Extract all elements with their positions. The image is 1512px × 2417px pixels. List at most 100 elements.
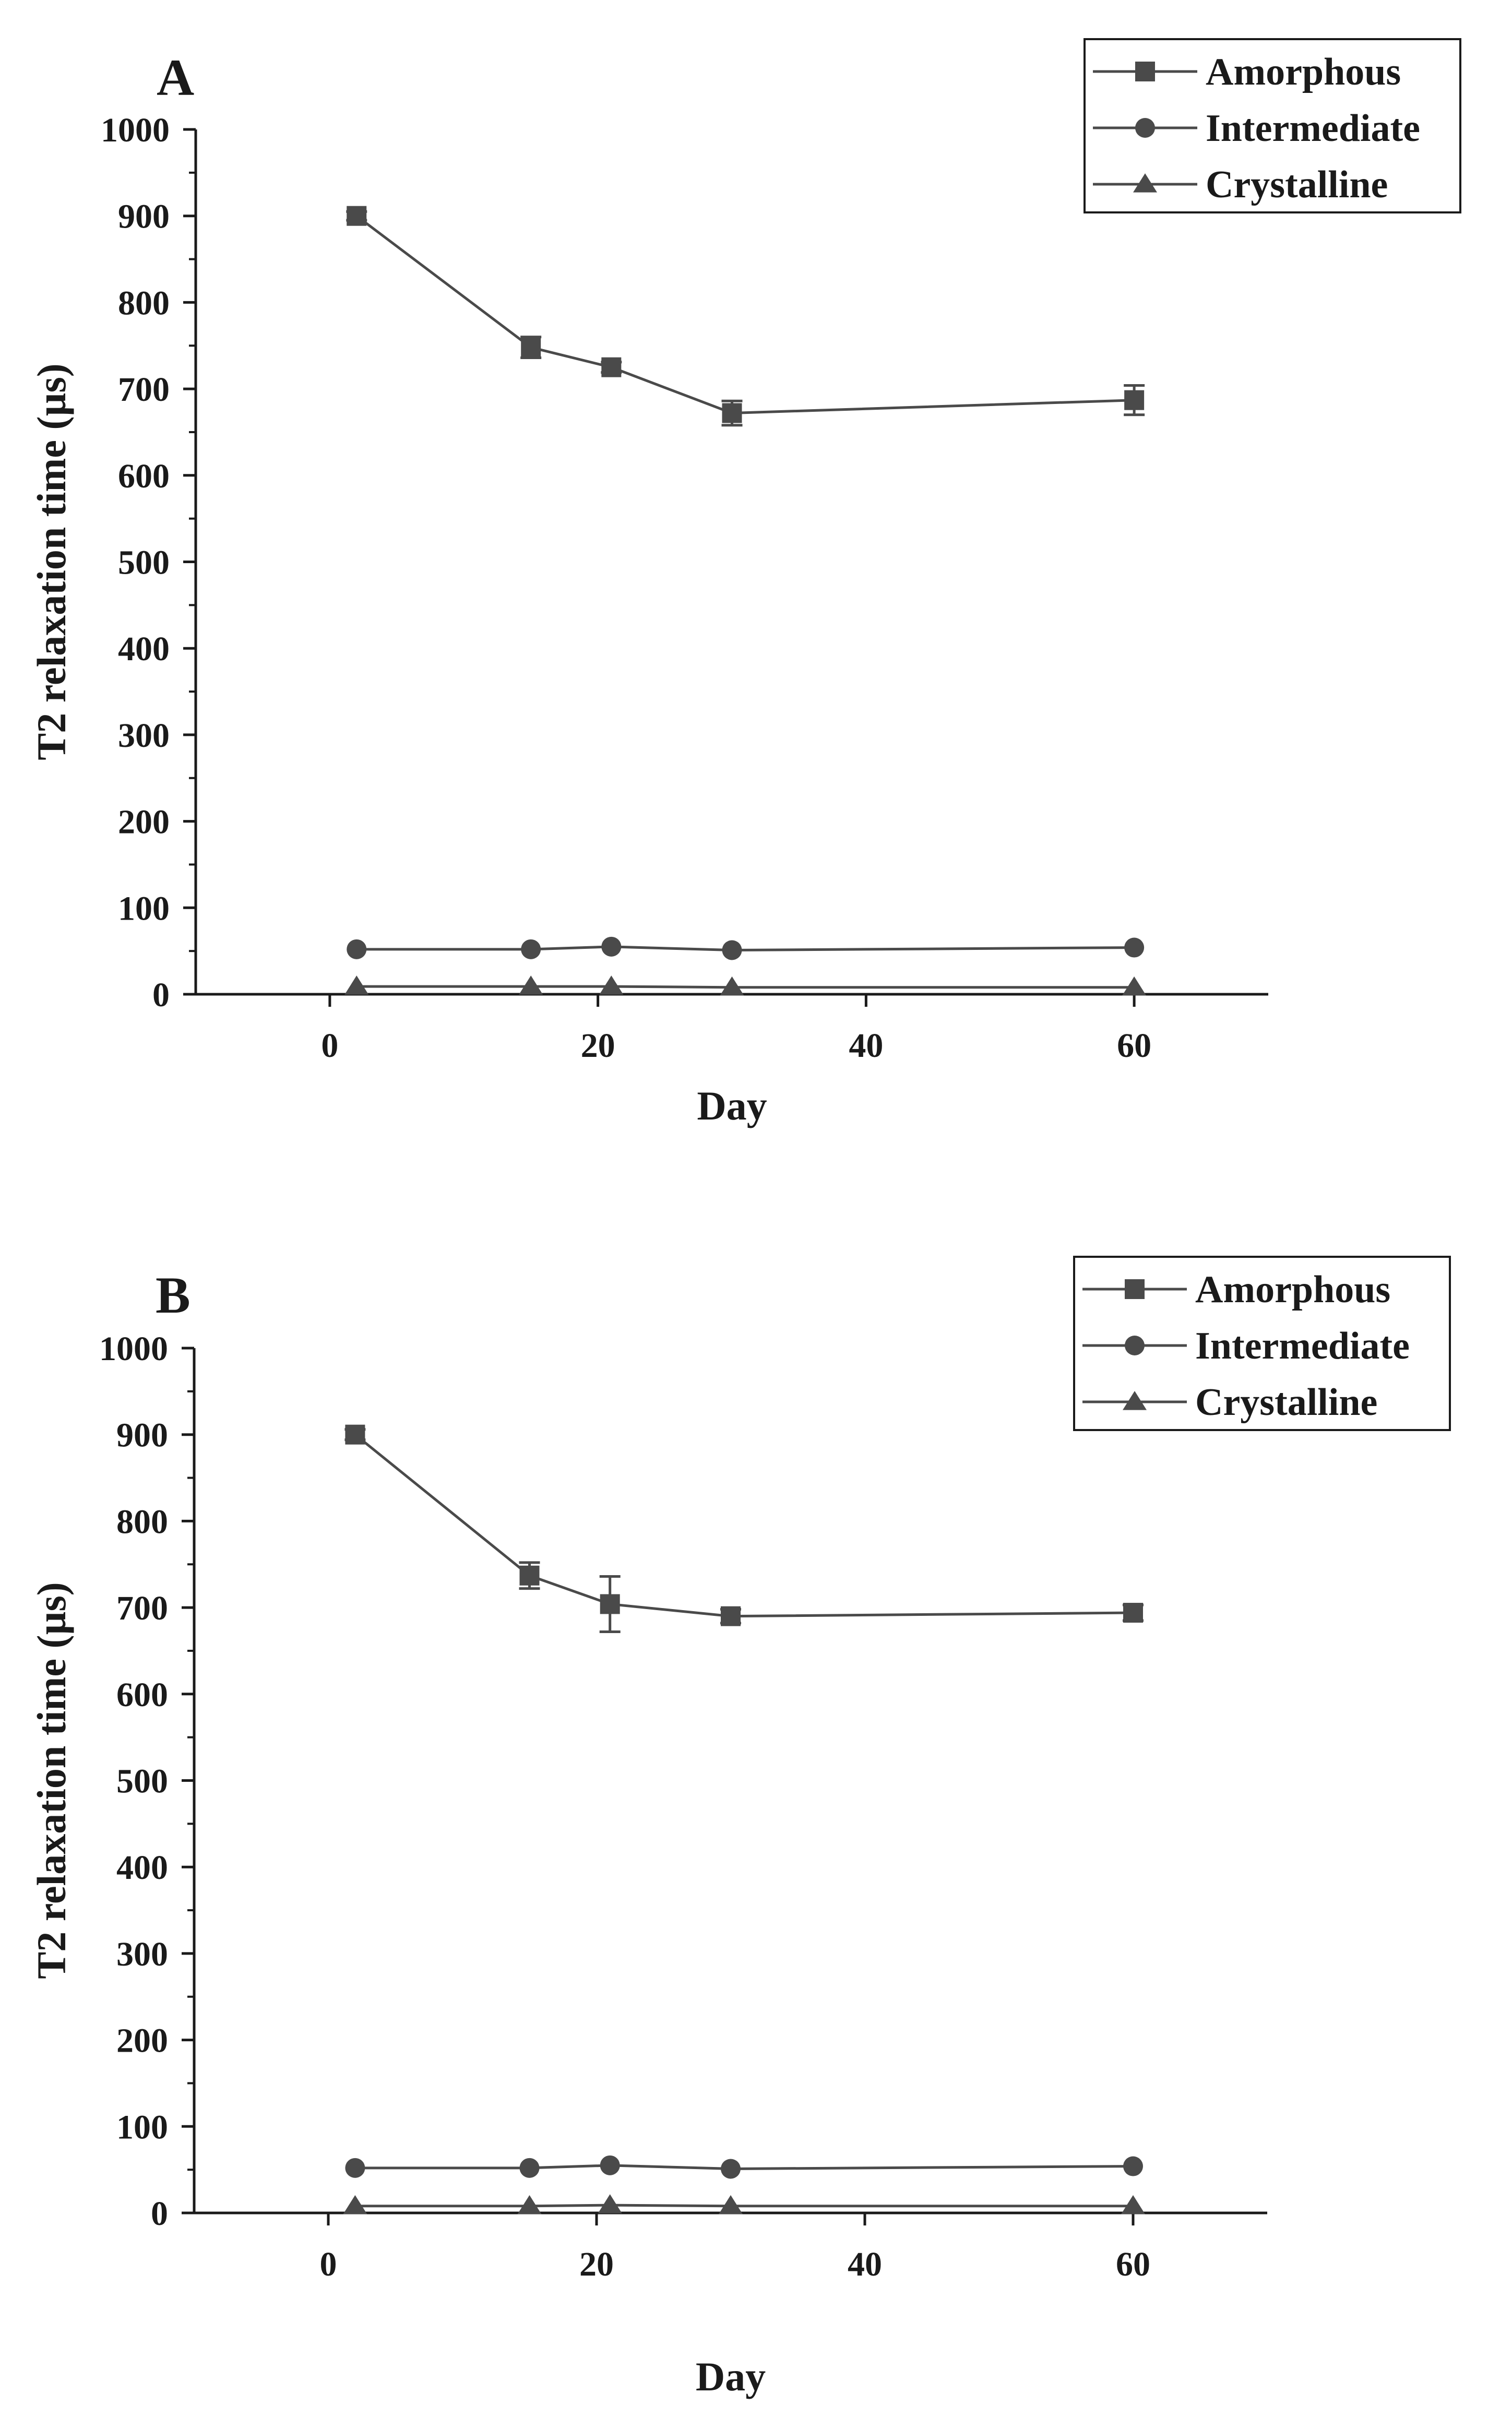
legend-label: Intermediate <box>1206 107 1420 150</box>
y-tick-label: 400 <box>118 630 170 668</box>
series-crystalline <box>344 975 1147 996</box>
data-point <box>347 939 367 959</box>
y-tick-label: 900 <box>116 1416 168 1455</box>
y-tick-label: 200 <box>116 2022 168 2060</box>
y-tick-label: 800 <box>116 1503 168 1541</box>
x-tick-label: 0 <box>321 1027 338 1065</box>
legend-label: Crystalline <box>1195 1381 1377 1424</box>
x-tick-label: 60 <box>1117 1027 1151 1065</box>
legend-item-intermediate: Intermediate <box>1093 107 1420 150</box>
data-point <box>601 936 622 957</box>
chart-panel-a: A 0 100 200 300 400 500 600 700 800 900 1000 0 20 40 60… <box>29 38 1461 1128</box>
y-tick-label: 0 <box>151 2195 168 2233</box>
series-amorphous <box>344 1424 1144 1633</box>
y-axis-title: T2 relaxation time (µs) <box>29 363 74 760</box>
y-tick-label: 900 <box>118 198 170 236</box>
data-point <box>1121 2195 1145 2214</box>
data-point <box>1123 1603 1143 1623</box>
x-tick-label: 0 <box>320 2245 337 2283</box>
data-point <box>517 2195 542 2214</box>
data-point <box>722 940 742 960</box>
legend-marker <box>1135 62 1155 81</box>
x-axis-title: Day <box>696 2354 766 2399</box>
data-point <box>521 337 541 358</box>
y-tick-label: 500 <box>116 1763 168 1801</box>
y-tick-label: 600 <box>116 1676 168 1714</box>
series-line <box>355 215 1135 415</box>
x-axis-title: Day <box>697 1083 767 1128</box>
data-point <box>601 357 622 377</box>
legend-label: Crystalline <box>1206 163 1388 206</box>
data-point <box>719 2195 743 2214</box>
x-tick-label: 40 <box>848 2245 882 2283</box>
series-crystalline <box>343 2194 1145 2214</box>
legend-marker <box>1123 1391 1147 1410</box>
legend-marker <box>1133 173 1157 193</box>
data-point <box>1124 390 1145 410</box>
y-tick-label: 500 <box>118 544 170 582</box>
data-point <box>345 2158 365 2178</box>
y-tick-label: 800 <box>118 284 170 322</box>
chart-panel-b: B 0 100 200 300 400 500 600 700 800 900 1000 0 20 40 60… <box>29 1256 1451 2399</box>
y-tick-label: 100 <box>116 2108 168 2146</box>
data-point <box>521 939 541 959</box>
data-point <box>722 403 742 423</box>
legend-item-amorphous: Amorphous <box>1093 51 1401 93</box>
data-point <box>600 1594 620 1614</box>
data-point <box>1123 2156 1143 2176</box>
x-tick-label: 60 <box>1116 2245 1150 2283</box>
series-line <box>355 2164 1134 2170</box>
legend-label: Intermediate <box>1195 1325 1410 1367</box>
data-point <box>1122 976 1147 996</box>
legend: Amorphous Intermediate Crystalline <box>1073 1256 1451 1431</box>
series-line <box>356 945 1135 951</box>
y-tick-label: 100 <box>118 889 170 927</box>
data-point <box>600 2155 620 2175</box>
legend-item-intermediate: Intermediate <box>1082 1325 1410 1367</box>
data-point <box>598 2194 622 2213</box>
legend-item-amorphous: Amorphous <box>1082 1268 1390 1311</box>
y-tick-label: 1000 <box>101 111 170 149</box>
series-line <box>354 1433 1134 1618</box>
legend-item-crystalline: Crystalline <box>1093 163 1388 206</box>
x-tick-label: 20 <box>581 1027 615 1065</box>
panel-letter: A <box>157 49 194 106</box>
data-point <box>345 1424 365 1445</box>
y-tick-label: 600 <box>118 457 170 495</box>
legend-marker <box>1125 1279 1145 1299</box>
legend-label: Amorphous <box>1206 51 1401 93</box>
data-point <box>1124 937 1145 958</box>
data-point <box>347 206 367 226</box>
legend-marker <box>1125 1336 1145 1355</box>
legend-marker <box>1135 118 1155 138</box>
y-tick-label: 300 <box>118 717 170 755</box>
legend-item-crystalline: Crystalline <box>1082 1381 1377 1424</box>
data-point <box>519 1565 540 1586</box>
y-axis-title: T2 relaxation time (µs) <box>29 1582 74 1979</box>
legend-label: Amorphous <box>1195 1268 1390 1311</box>
series-line <box>356 985 1135 989</box>
data-point <box>519 975 543 995</box>
y-tick-label: 1000 <box>99 1330 168 1368</box>
y-tick-label: 300 <box>116 1935 168 1973</box>
x-tick-label: 40 <box>849 1027 883 1065</box>
data-point <box>343 2195 367 2214</box>
panel-letter: B <box>156 1266 191 1324</box>
series-intermediate <box>347 936 1145 960</box>
legend: Amorphous Intermediate Crystalline <box>1084 38 1461 213</box>
data-point <box>721 2159 741 2179</box>
y-tick-label: 0 <box>152 976 170 1014</box>
data-point <box>599 975 624 995</box>
y-tick-label: 400 <box>116 1849 168 1887</box>
series-intermediate <box>345 2155 1143 2179</box>
series-amorphous <box>346 206 1145 427</box>
series-line <box>355 2204 1133 2208</box>
y-tick-label: 700 <box>118 371 170 409</box>
y-tick-label: 200 <box>118 803 170 841</box>
y-tick-label: 700 <box>116 1589 168 1627</box>
data-point <box>519 2158 540 2178</box>
data-point <box>720 976 744 996</box>
x-tick-label: 20 <box>579 2245 614 2283</box>
data-point <box>721 1606 741 1626</box>
